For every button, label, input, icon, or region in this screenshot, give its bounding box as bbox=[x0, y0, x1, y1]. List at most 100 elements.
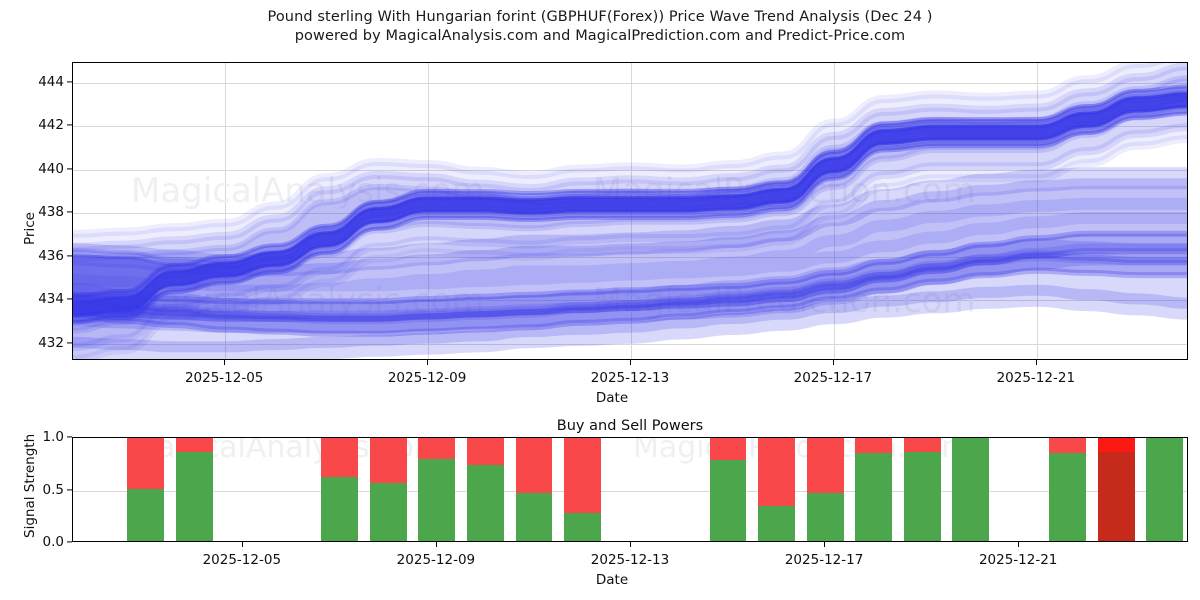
signal-bar[interactable] bbox=[855, 438, 893, 541]
price-x-tick-label: 2025-12-05 bbox=[184, 370, 264, 386]
signal-bar-buy bbox=[564, 512, 601, 541]
signal-bar-buy bbox=[515, 492, 553, 541]
signal-bar[interactable] bbox=[418, 438, 456, 541]
signal-bar-buy bbox=[709, 460, 747, 541]
price-y-tick-mark bbox=[67, 254, 72, 257]
wave-core-line bbox=[73, 92, 1187, 317]
signal-bar[interactable] bbox=[758, 438, 795, 541]
signal-bar[interactable] bbox=[709, 438, 747, 541]
buy-sell-powers-chart: MagicalAnalysis.com MagicalPrediction.co… bbox=[43, 429, 1188, 568]
wave-feather-upper bbox=[73, 63, 1187, 311]
gridline-h bbox=[73, 300, 1187, 302]
gridline-h bbox=[73, 82, 1187, 84]
signal-x-tick-label: 2025-12-21 bbox=[978, 552, 1058, 568]
gridline-h bbox=[73, 126, 1187, 128]
price-plot-area: MagicalAnalysis.com MagicalPrediction.co… bbox=[72, 62, 1188, 360]
wave-band-low bbox=[73, 239, 1187, 359]
signal-bar-buy bbox=[466, 465, 504, 541]
signal-bar-sell bbox=[466, 438, 504, 466]
gridline-v bbox=[833, 63, 835, 359]
signal-bar-buy bbox=[758, 506, 795, 541]
signal-bar-sell bbox=[418, 438, 456, 460]
price-y-tick-label: 444 bbox=[38, 73, 64, 90]
signal-bar[interactable] bbox=[127, 438, 165, 541]
signal-bar-buy bbox=[175, 451, 213, 541]
signal-bar-sell bbox=[855, 438, 893, 453]
wave-band-broad-outer bbox=[73, 185, 1187, 304]
signal-bar[interactable] bbox=[1049, 438, 1087, 541]
gridline-h bbox=[73, 169, 1187, 171]
price-y-tick-mark bbox=[67, 80, 72, 83]
signal-bar[interactable] bbox=[369, 438, 407, 541]
signal-y-tick-mark bbox=[67, 488, 72, 491]
signal-y-axis-label: Signal Strength bbox=[22, 433, 38, 538]
price-y-tick-label: 438 bbox=[38, 204, 64, 221]
gridline-v bbox=[225, 63, 227, 359]
signal-bar-strong-sell bbox=[1097, 451, 1135, 541]
signal-bar[interactable] bbox=[175, 438, 213, 541]
signal-x-axis-label: Date bbox=[595, 572, 629, 588]
signal-bar[interactable] bbox=[1097, 438, 1135, 541]
wave-feather-lower bbox=[73, 98, 1187, 359]
signal-x-tick-mark bbox=[241, 542, 243, 547]
signal-bar-sell bbox=[806, 438, 844, 493]
chart-title: Pound sterling With Hungarian forint (GB… bbox=[0, 8, 1200, 46]
signal-y-tick-label: 1.0 bbox=[42, 429, 64, 445]
price-y-tick-label: 436 bbox=[38, 247, 64, 264]
signal-bar-sell bbox=[369, 438, 407, 484]
price-y-tick-label: 442 bbox=[38, 117, 64, 134]
signal-bar-sell bbox=[564, 438, 601, 513]
signal-bar-sell bbox=[175, 438, 213, 452]
gridline-h bbox=[73, 256, 1187, 258]
signal-bar[interactable] bbox=[466, 438, 504, 541]
wave-band-broad bbox=[73, 167, 1187, 333]
price-x-tick-label: 2025-12-21 bbox=[996, 370, 1076, 386]
gridline-h bbox=[73, 343, 1187, 345]
signal-bar-sell bbox=[515, 438, 553, 493]
price-wave-bands bbox=[73, 63, 1187, 359]
price-x-tick-mark bbox=[630, 360, 632, 365]
signal-bar-buy bbox=[127, 488, 165, 541]
wave-core-halo bbox=[73, 84, 1187, 325]
signal-bar[interactable] bbox=[321, 438, 359, 541]
price-y-axis-label: Price bbox=[22, 212, 38, 245]
signal-bar[interactable] bbox=[903, 438, 941, 541]
signal-bar-buy bbox=[1049, 452, 1087, 541]
price-y-tick-mark bbox=[67, 298, 72, 300]
signal-bar[interactable] bbox=[806, 438, 844, 541]
price-x-axis-label: Date bbox=[595, 390, 629, 406]
signal-y-tick-label: 0.5 bbox=[42, 481, 64, 498]
gridline-v bbox=[1036, 63, 1038, 359]
price-x-tick-label: 2025-12-13 bbox=[590, 370, 670, 386]
signal-bar-sell bbox=[758, 438, 795, 507]
signal-bar-buy bbox=[321, 476, 359, 541]
price-x-tick-mark bbox=[224, 360, 226, 365]
signal-chart-title: Buy and Sell Powers bbox=[556, 418, 704, 434]
signal-y-tick-mark bbox=[67, 436, 72, 438]
wave-core-broad bbox=[73, 230, 1187, 322]
signal-bar[interactable] bbox=[515, 438, 553, 541]
signal-bar-sell bbox=[903, 438, 941, 452]
price-y-tick-label: 440 bbox=[38, 160, 64, 177]
wave-core-low bbox=[73, 252, 1187, 337]
price-x-tick-label: 2025-12-09 bbox=[387, 370, 467, 386]
signal-bar-sell bbox=[127, 438, 165, 489]
chart-title-line-2: powered by MagicalAnalysis.com and Magic… bbox=[294, 28, 906, 44]
signal-y-tick-label: 0.0 bbox=[42, 534, 64, 550]
price-x-tick-mark bbox=[832, 360, 835, 365]
signal-y-tick-mark bbox=[67, 541, 72, 543]
signal-x-tick-mark bbox=[435, 542, 438, 547]
signal-x-tick-label: 2025-12-13 bbox=[590, 552, 670, 568]
signal-bar-sell bbox=[1097, 438, 1135, 452]
signal-bar[interactable] bbox=[1146, 438, 1184, 541]
signal-bar-buy bbox=[903, 451, 941, 541]
price-x-tick-mark bbox=[427, 360, 429, 365]
signal-x-tick-label: 2025-12-09 bbox=[396, 552, 476, 568]
signal-bar[interactable] bbox=[952, 438, 990, 541]
chart-title-line-1: Pound sterling With Hungarian forint (GB… bbox=[267, 9, 933, 25]
signal-bar[interactable] bbox=[564, 438, 601, 541]
gridline-h bbox=[73, 213, 1187, 215]
price-y-tick-mark bbox=[67, 342, 72, 344]
price-y-tick-mark bbox=[67, 211, 72, 213]
signal-x-tick-mark bbox=[630, 542, 632, 547]
